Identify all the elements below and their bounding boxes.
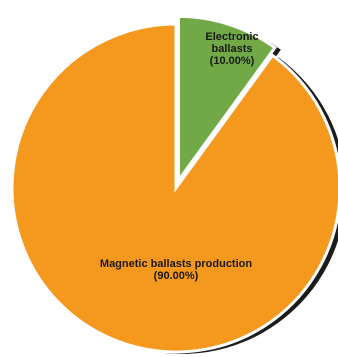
pie-slice-1: [10, 22, 338, 354]
pie-slice-label-0: Electronic ballasts (10.00%): [205, 31, 258, 67]
pie-slice-label-1: Magnetic ballasts production (90.00%): [100, 258, 252, 282]
pie-slice-0: [176, 14, 277, 186]
